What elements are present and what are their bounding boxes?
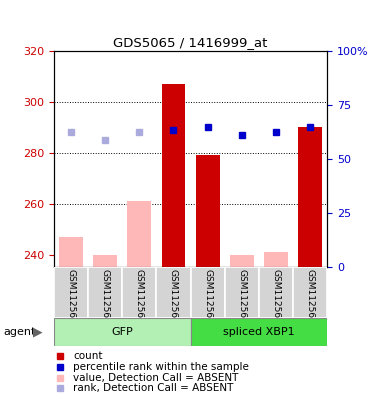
Bar	[127, 201, 151, 267]
Text: GSM1125690: GSM1125690	[203, 269, 212, 330]
Bar	[156, 267, 191, 318]
Text: percentile rank within the sample: percentile rank within the sample	[73, 362, 249, 372]
Bar	[122, 267, 156, 318]
Text: GSM1125689: GSM1125689	[169, 269, 178, 330]
Bar	[196, 155, 219, 267]
Text: value, Detection Call = ABSENT: value, Detection Call = ABSENT	[73, 373, 239, 383]
Text: GSM1125687: GSM1125687	[100, 269, 110, 330]
Bar	[93, 255, 117, 267]
Text: agent: agent	[4, 327, 36, 337]
Text: GSM1125693: GSM1125693	[306, 269, 315, 330]
Bar	[54, 267, 88, 318]
Bar	[225, 267, 259, 318]
Title: GDS5065 / 1416999_at: GDS5065 / 1416999_at	[114, 35, 268, 48]
Bar	[59, 237, 83, 267]
Text: GFP: GFP	[111, 327, 133, 337]
Text: GSM1125688: GSM1125688	[135, 269, 144, 330]
Bar	[259, 267, 293, 318]
Text: GSM1125692: GSM1125692	[271, 269, 281, 330]
Bar	[191, 267, 225, 318]
Bar	[162, 84, 186, 267]
Text: count: count	[73, 351, 103, 361]
Bar	[230, 255, 254, 267]
Text: GSM1125691: GSM1125691	[237, 269, 246, 330]
Text: rank, Detection Call = ABSENT: rank, Detection Call = ABSENT	[73, 384, 234, 393]
Bar	[264, 252, 288, 267]
Text: ▶: ▶	[33, 325, 42, 339]
Bar	[88, 267, 122, 318]
Text: spliced XBP1: spliced XBP1	[223, 327, 295, 337]
Bar	[298, 127, 322, 267]
Bar	[191, 318, 327, 346]
Text: GSM1125686: GSM1125686	[67, 269, 75, 330]
Bar	[293, 267, 327, 318]
Bar	[54, 318, 191, 346]
